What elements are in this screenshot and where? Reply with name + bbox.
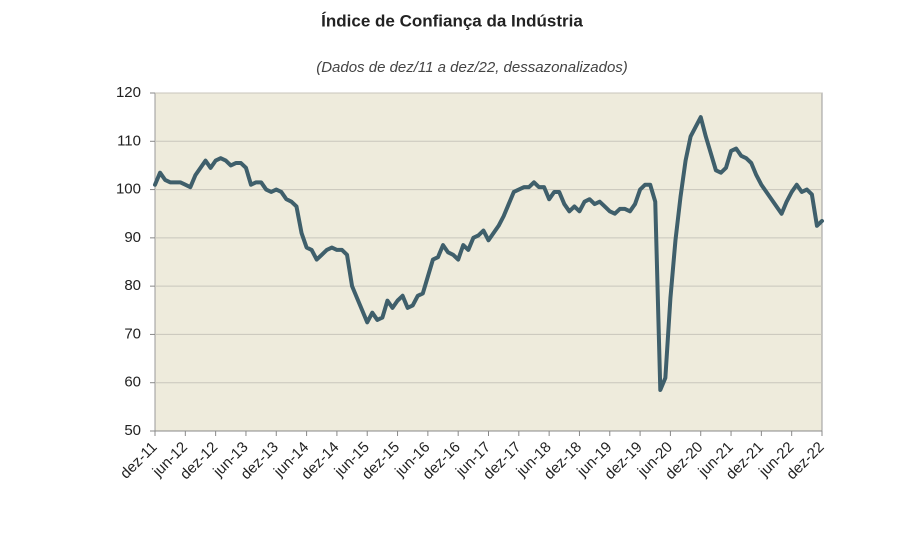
x-tick-label: dez-11 [117, 439, 161, 483]
y-tick-label: 80 [124, 277, 141, 294]
y-tick-label: 110 [117, 132, 141, 149]
chart-subtitle: (Dados de dez/11 a dez/22, dessazonaliza… [316, 59, 628, 76]
y-tick-label: 120 [116, 84, 141, 101]
plot-area [154, 92, 823, 432]
y-tick-label: 90 [124, 229, 141, 246]
chart-title: Índice de Confiança da Indústria [321, 11, 583, 30]
y-tick-label: 70 [124, 325, 141, 342]
line-series [153, 115, 824, 392]
y-tick-label: 100 [116, 181, 141, 198]
y-tick-label: 50 [124, 422, 141, 439]
y-tick-label: 60 [124, 374, 141, 391]
